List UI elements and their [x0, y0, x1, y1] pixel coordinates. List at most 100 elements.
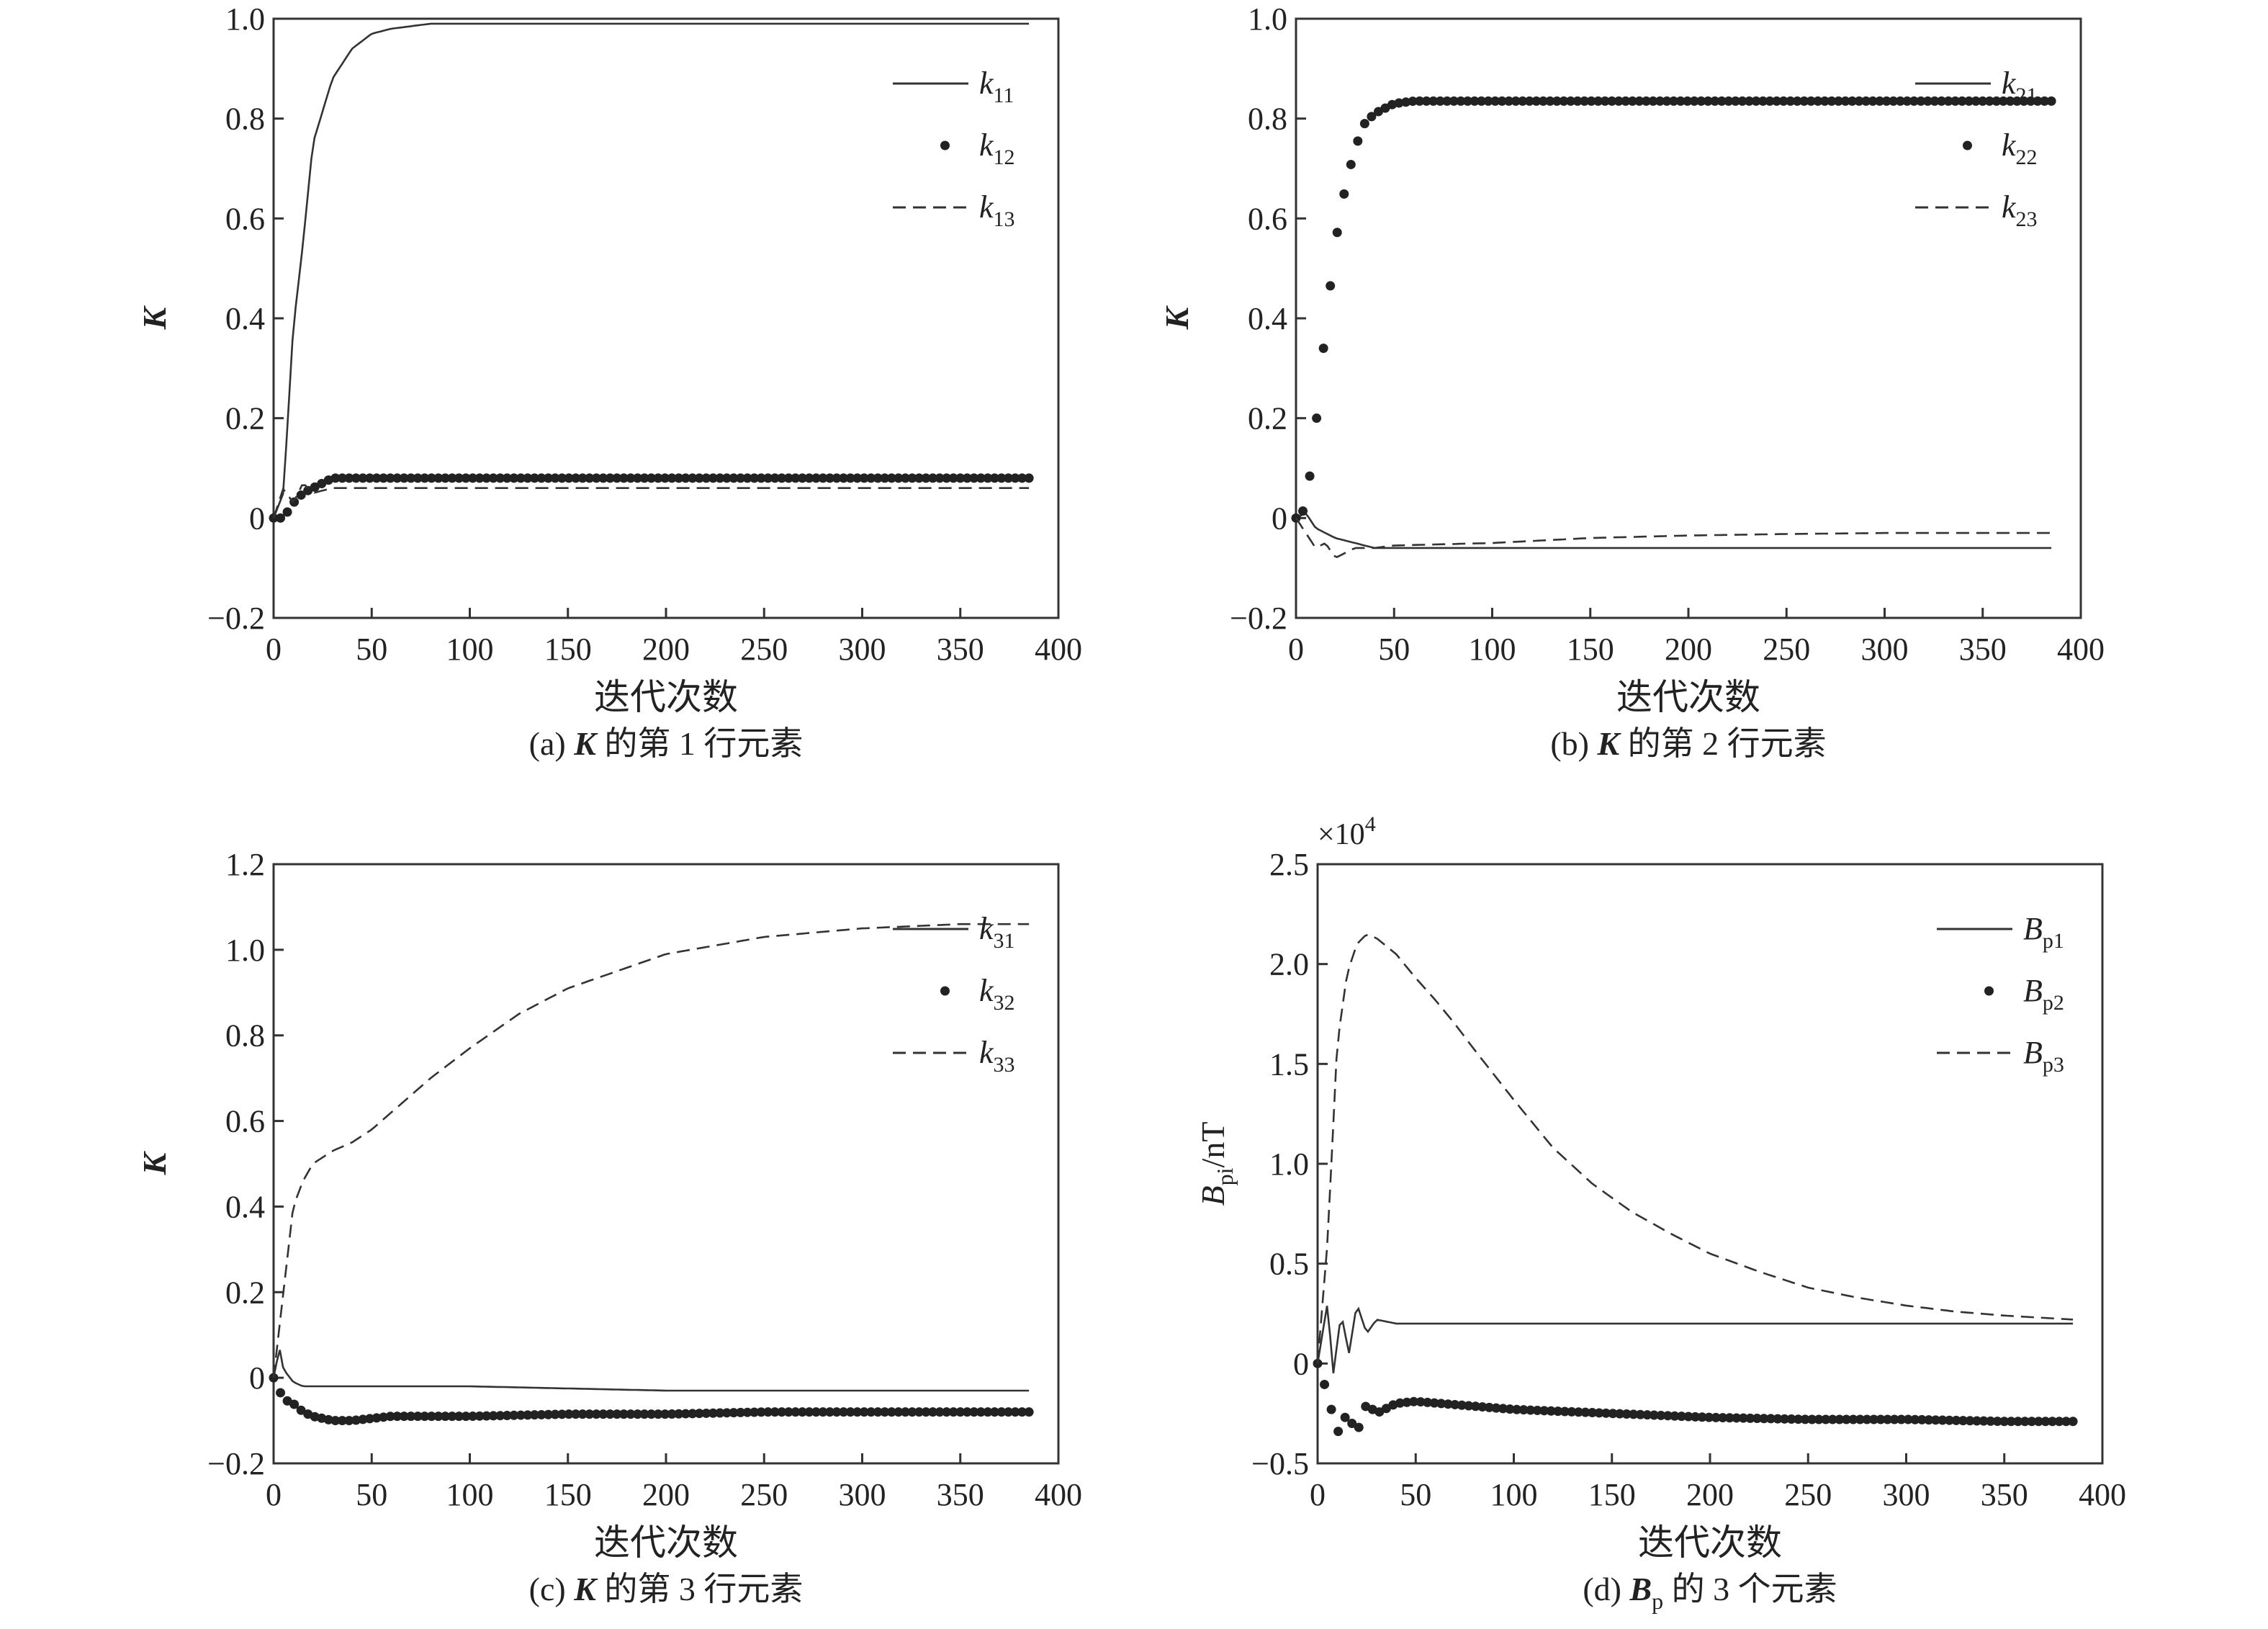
data-point: [454, 473, 464, 483]
data-point: [1759, 1414, 1769, 1424]
data-point: [2033, 96, 2043, 106]
data-point: [1724, 1413, 1734, 1423]
data-point: [372, 473, 382, 483]
y-tick-label: 0.6: [225, 201, 265, 236]
y-tick-label: 0.4: [225, 1189, 265, 1224]
data-point: [626, 473, 636, 483]
data-point: [1607, 96, 1617, 106]
data-point: [1580, 96, 1590, 106]
x-tick-label: 350: [1959, 632, 2007, 667]
data-point: [1512, 1404, 1522, 1414]
x-tick-label: 0: [266, 632, 282, 667]
data-point: [618, 473, 629, 483]
data-point: [1807, 1414, 1817, 1424]
data-point: [1546, 1406, 1556, 1416]
data-point: [818, 473, 828, 483]
data-point: [1601, 1408, 1611, 1418]
data-point: [866, 473, 876, 483]
x-tick-label: 100: [446, 632, 494, 667]
data-point: [488, 473, 498, 483]
data-point: [797, 1407, 807, 1417]
x-tick-label: 250: [740, 1477, 788, 1512]
data-point: [928, 1407, 938, 1417]
data-point: [1421, 96, 1431, 106]
data-point: [344, 1416, 354, 1426]
data-point: [1333, 1427, 1344, 1437]
data-point: [440, 473, 450, 483]
series-group: [269, 923, 1034, 1426]
series-k23-line: [1295, 517, 2052, 559]
data-point: [1998, 96, 2008, 106]
y-tick-label: 1.0: [1269, 1146, 1309, 1182]
data-point: [983, 1407, 993, 1417]
data-point: [550, 1409, 560, 1419]
data-point: [1346, 159, 1356, 169]
data-point: [323, 1414, 333, 1424]
data-point: [1814, 1414, 1824, 1424]
series-group: [269, 22, 1034, 523]
data-point: [1944, 1415, 1954, 1425]
series-k33-line: [272, 923, 1030, 1378]
data-point: [468, 1412, 478, 1422]
data-point: [1409, 1396, 1419, 1406]
data-point: [385, 1412, 395, 1422]
data-point: [447, 473, 457, 483]
x-axis-label: 迭代次数: [1616, 677, 1760, 717]
data-point: [770, 1407, 780, 1417]
legend-label: k23: [2002, 189, 2038, 231]
data-point: [1732, 1413, 1742, 1423]
data-point: [1634, 96, 1644, 106]
data-point: [750, 473, 760, 483]
data-point: [880, 1407, 890, 1417]
data-point: [509, 1410, 519, 1420]
data-point: [557, 1409, 567, 1419]
data-point: [1902, 96, 1912, 106]
data-point: [1875, 96, 1885, 106]
data-point: [544, 1409, 553, 1419]
data-point: [2061, 1417, 2071, 1427]
y-tick-label: 0.4: [1248, 301, 1287, 336]
data-point: [1477, 1402, 1488, 1412]
data-point: [351, 473, 361, 483]
data-point: [791, 473, 801, 483]
data-point: [1470, 1401, 1480, 1412]
x-tick-label: 300: [1861, 632, 1909, 667]
x-tick-label: 50: [1378, 632, 1410, 667]
data-point: [1806, 96, 1816, 106]
data-point: [832, 1407, 842, 1417]
data-point: [626, 1409, 636, 1419]
data-point: [1573, 1407, 1583, 1417]
data-point: [1017, 473, 1027, 483]
data-point: [2040, 1417, 2051, 1427]
x-tick-label: 250: [1763, 632, 1810, 667]
data-point: [1937, 96, 1947, 106]
x-tick-label: 200: [642, 1477, 690, 1512]
data-point: [1318, 344, 1328, 354]
data-point: [598, 473, 608, 483]
series-k12-points: [269, 473, 1034, 523]
data-point: [1621, 96, 1631, 106]
data-point: [1566, 96, 1575, 106]
data-point: [1861, 96, 1871, 106]
data-point: [1511, 96, 1521, 106]
legend-marker: [940, 986, 950, 996]
data-point: [1395, 1398, 1405, 1408]
data-point: [1608, 1409, 1618, 1419]
data-point: [742, 1407, 752, 1417]
data-point: [1642, 1410, 1652, 1420]
data-point: [1881, 96, 1891, 106]
data-point: [907, 473, 917, 483]
data-point: [1669, 96, 1679, 106]
data-point: [1778, 96, 1788, 106]
panel-caption: (c) K 的第 3 行元素: [529, 1571, 804, 1607]
data-point: [721, 473, 732, 483]
data-point: [1462, 96, 1472, 106]
data-point: [811, 473, 821, 483]
data-point: [420, 473, 430, 483]
legend-label: k12: [979, 127, 1015, 169]
data-point: [632, 473, 642, 483]
data-point: [1772, 96, 1782, 106]
data-point: [1794, 1414, 1804, 1424]
data-point: [1662, 96, 1672, 106]
data-point: [1615, 1409, 1625, 1419]
